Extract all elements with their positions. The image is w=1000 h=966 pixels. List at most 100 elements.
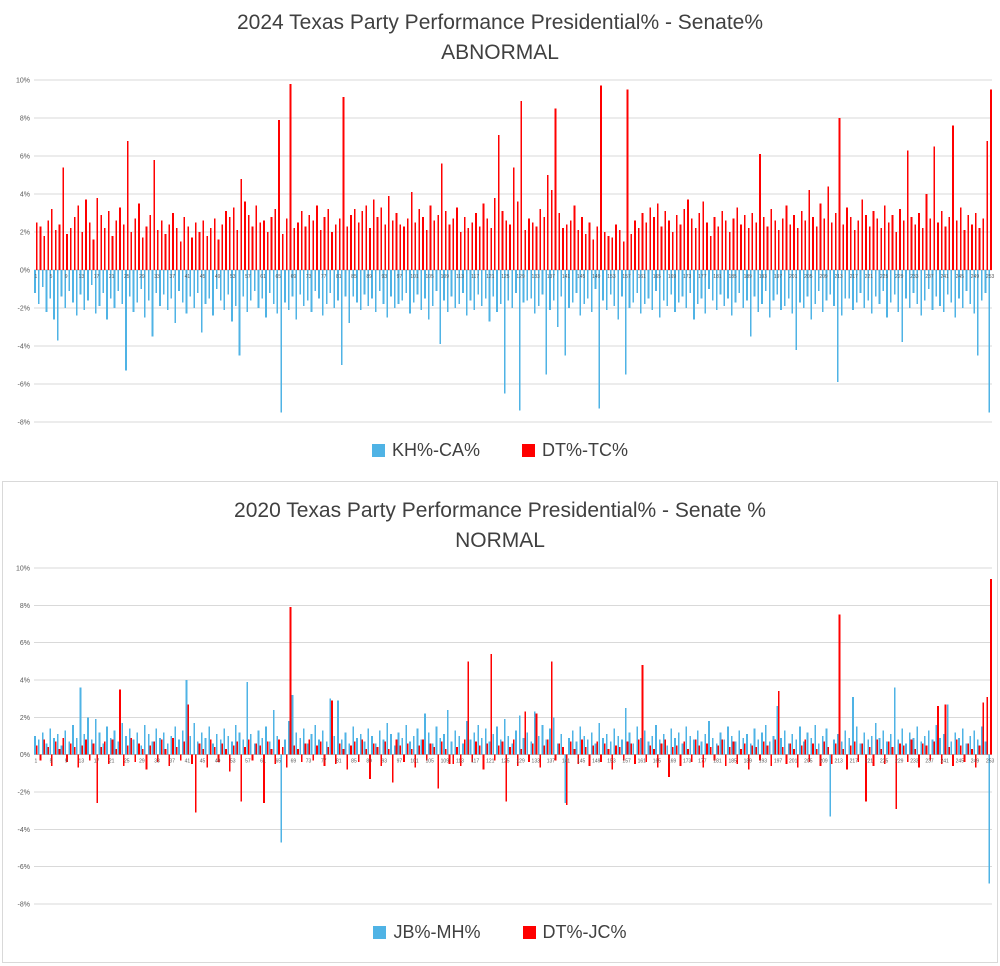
svg-text:205: 205 (804, 274, 813, 280)
svg-text:101: 101 (410, 759, 419, 765)
svg-text:0%: 0% (20, 268, 30, 275)
legend-label-dt-jc: DT%-JC% (542, 922, 627, 942)
svg-text:209: 209 (819, 759, 828, 765)
svg-text:89: 89 (366, 274, 372, 280)
svg-text:17: 17 (94, 759, 100, 765)
svg-text:249: 249 (971, 274, 980, 280)
chart-2024-title[interactable]: 2024 Texas Party Performance Presidentia… (236, 11, 764, 34)
svg-text:133: 133 (532, 759, 541, 765)
svg-text:209: 209 (819, 274, 828, 280)
svg-text:117: 117 (471, 274, 479, 280)
svg-text:5: 5 (50, 274, 53, 280)
svg-text:249: 249 (971, 759, 980, 765)
svg-text:49: 49 (215, 759, 221, 765)
svg-text:81: 81 (336, 759, 342, 765)
legend-item-dt-jc[interactable]: DT%-JC% (522, 922, 627, 943)
svg-text:113: 113 (456, 759, 464, 765)
svg-text:-8%: -8% (18, 420, 30, 427)
svg-text:65: 65 (275, 274, 281, 280)
svg-text:93: 93 (381, 274, 387, 280)
svg-text:89: 89 (366, 759, 372, 765)
svg-text:253: 253 (986, 759, 995, 765)
svg-text:5: 5 (50, 759, 53, 765)
svg-text:37: 37 (169, 274, 175, 280)
svg-text:109: 109 (441, 759, 450, 765)
svg-text:1: 1 (35, 274, 38, 280)
svg-text:57: 57 (245, 274, 251, 280)
chart-2024-plot-area[interactable]: -8% -6% -4% -2% 0% 2% 4% 6% 8% 10% 1 5 9 13 17 21 25 29 33… (4, 74, 996, 432)
svg-text:141: 141 (562, 759, 571, 765)
svg-text:0%: 0% (20, 752, 30, 759)
svg-text:6%: 6% (20, 154, 30, 161)
svg-text:13: 13 (79, 759, 85, 765)
svg-text:97: 97 (397, 759, 403, 765)
svg-text:229: 229 (895, 759, 904, 765)
legend-label-dt-tc: DT%-TC% (542, 440, 628, 460)
svg-text:2%: 2% (20, 230, 30, 237)
legend-swatch-blue-icon (371, 444, 385, 457)
svg-text:21: 21 (109, 274, 115, 280)
svg-text:197: 197 (774, 759, 783, 765)
svg-text:65: 65 (275, 759, 281, 765)
svg-text:45: 45 (200, 274, 206, 280)
svg-text:-6%: -6% (18, 382, 30, 389)
svg-text:57: 57 (245, 759, 251, 765)
svg-text:81: 81 (336, 274, 342, 280)
svg-text:113: 113 (456, 274, 464, 280)
svg-text:41: 41 (185, 759, 191, 765)
svg-text:185: 185 (728, 274, 737, 280)
svg-text:-4%: -4% (18, 344, 30, 351)
chart-2020-subtitle[interactable]: NORMAL (455, 529, 545, 552)
svg-text:25: 25 (124, 274, 130, 280)
svg-text:205: 205 (804, 759, 813, 765)
legend-swatch-blue-icon (373, 926, 387, 939)
svg-text:217: 217 (850, 274, 859, 280)
legend-label-kh-ca: KH%-CA% (391, 440, 480, 460)
svg-text:145: 145 (577, 759, 586, 765)
legend-item-kh-ca[interactable]: KH%-CA% (371, 440, 480, 461)
svg-text:201: 201 (789, 759, 798, 765)
svg-text:137: 137 (547, 274, 556, 280)
chart-2020-normal: 2020 Texas Party Performance Presidentia… (2, 481, 998, 963)
svg-text:-2%: -2% (18, 306, 30, 313)
svg-text:181: 181 (713, 759, 722, 765)
svg-text:137: 137 (547, 759, 556, 765)
svg-text:97: 97 (397, 274, 403, 280)
svg-text:9: 9 (65, 274, 68, 280)
svg-text:93: 93 (381, 759, 387, 765)
svg-text:133: 133 (532, 274, 541, 280)
svg-text:165: 165 (653, 274, 662, 280)
svg-text:61: 61 (260, 274, 266, 280)
svg-text:129: 129 (516, 274, 525, 280)
svg-text:33: 33 (154, 759, 160, 765)
chart-2020-legend: JB%-MH% DT%-JC% (3, 922, 997, 943)
svg-text:8%: 8% (20, 116, 30, 123)
svg-text:61: 61 (260, 759, 266, 765)
svg-text:161: 161 (638, 759, 647, 765)
svg-text:29: 29 (139, 274, 145, 280)
svg-text:145: 145 (577, 274, 586, 280)
svg-text:253: 253 (986, 274, 995, 280)
svg-text:193: 193 (759, 759, 768, 765)
svg-text:41: 41 (185, 274, 191, 280)
svg-text:10%: 10% (16, 78, 30, 85)
svg-text:69: 69 (291, 759, 297, 765)
legend-item-jb-mh[interactable]: JB%-MH% (373, 922, 481, 943)
svg-text:45: 45 (200, 759, 206, 765)
legend-item-dt-tc[interactable]: DT%-TC% (522, 440, 628, 461)
chart-2020-title[interactable]: 2020 Texas Party Performance Presidentia… (234, 499, 766, 522)
svg-text:4%: 4% (20, 192, 30, 199)
chart-2024-legend: KH%-CA% DT%-TC% (0, 440, 1000, 461)
svg-text:-2%: -2% (18, 790, 30, 797)
svg-text:8%: 8% (20, 603, 30, 610)
svg-text:165: 165 (653, 759, 662, 765)
chart-2024-subtitle[interactable]: ABNORMAL (441, 41, 559, 64)
svg-text:25: 25 (124, 759, 130, 765)
svg-text:225: 225 (880, 274, 889, 280)
svg-text:69: 69 (291, 274, 297, 280)
svg-text:117: 117 (471, 759, 479, 765)
svg-text:189: 189 (744, 274, 753, 280)
svg-text:-4%: -4% (18, 827, 30, 834)
chart-2020-plot-area[interactable]: -8% -6% -4% -2% 0% 2% 4% 6% 8% 10% 1 5 9 13 17 21 25 29 33… (4, 562, 996, 914)
